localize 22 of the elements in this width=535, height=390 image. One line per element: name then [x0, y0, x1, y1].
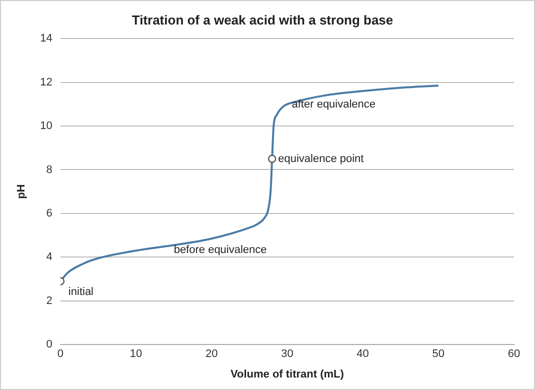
y-tick-label: 8: [46, 164, 52, 176]
y-tick-label: 6: [46, 207, 52, 220]
y-tick-label: 2: [46, 294, 52, 307]
x-tick-label: 60: [508, 348, 520, 360]
y-tick-label: 4: [46, 251, 52, 264]
x-tick-label: 40: [356, 348, 369, 360]
x-axis-title: Volume of titrant (mL): [230, 368, 344, 380]
annotation: initial: [68, 286, 94, 298]
chart-title: Titration of a weak acid with a strong base: [132, 12, 394, 28]
y-tick-label: 14: [40, 32, 52, 45]
x-tick-label: 0: [57, 348, 64, 360]
x-tick-label: 10: [130, 348, 142, 360]
annotation: before equivalence: [174, 244, 267, 256]
x-tick-label: 20: [206, 348, 218, 360]
y-tick-label: 0: [46, 338, 52, 351]
annotation: after equivalence: [292, 98, 376, 110]
y-tick-label: 10: [40, 120, 52, 132]
annotation: equivalence point: [278, 152, 364, 165]
x-tick-label: 30: [281, 348, 294, 360]
x-tick-label: 50: [432, 348, 445, 360]
y-tick-label: 12: [40, 76, 52, 88]
y-axis-title: pH: [16, 184, 28, 199]
